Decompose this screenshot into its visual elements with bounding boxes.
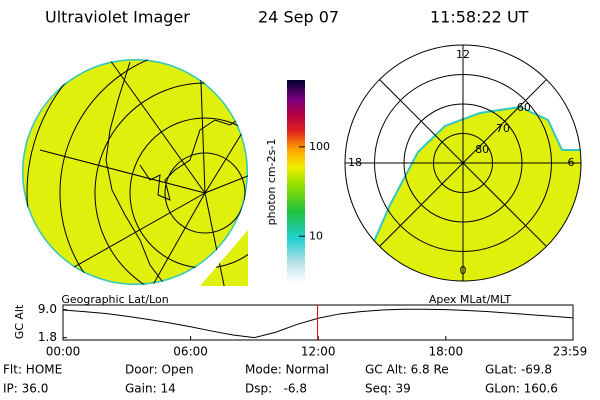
status-field: Seq: 39 [365,382,411,396]
x-tick-label: 12:00 [301,345,336,359]
x-tick-label: 23:59 [553,345,588,359]
polar-ring-label: 70 [496,122,510,135]
polar-mlt-label: 0 [460,264,467,277]
x-tick-label: 06:00 [173,345,208,359]
geo-caption: Geographic Lat/Lon [61,293,168,306]
x-tick-label: 00:00 [46,345,81,359]
polar-ring-label: 60 [517,101,531,114]
polar-mlt-label: 6 [568,156,575,169]
title: Ultraviolet Imager [45,8,190,27]
colorbar [287,80,305,283]
status-field: GC Alt: 6.8 Re [365,363,449,377]
colorbar-tick-label: 10 [309,229,323,242]
status-field: GLon: 160.6 [485,382,558,396]
colorbar-tick-label: 100 [309,140,330,153]
polar-mlt-label: 18 [348,156,362,169]
status-field: Dsp: -6.8 [245,382,307,396]
polar-spoke [379,79,547,247]
colorbar-label: photon cm-2s-1 [265,139,278,226]
time: 11:58:22 UT [430,8,529,27]
date: 24 Sep 07 [258,8,339,27]
altitude-line [62,308,574,339]
polar-caption: Apex MLat/MLT [429,293,512,306]
status-field: Gain: 14 [125,382,176,396]
status-field: Flt: HOME [3,363,62,377]
status-field: Door: Open [125,363,194,377]
polar-mlt-label: 12 [456,48,470,61]
geo-image [22,59,248,286]
y-axis-label: GC Alt [13,304,26,339]
status-field: Mode: Normal [245,363,329,377]
y-tick-label: 9.0 [38,302,57,316]
polar-image [345,105,581,281]
y-tick-label: 1.8 [38,330,57,344]
polar-ring-label: 80 [475,143,489,156]
x-tick-label: 18:00 [429,345,464,359]
footer: Flt: HOME Door: Open Mode: Normal GC Alt: 6… [3,363,558,396]
status-field: GLat: -69.8 [485,363,552,377]
status-field: IP: 36.0 [3,382,48,396]
